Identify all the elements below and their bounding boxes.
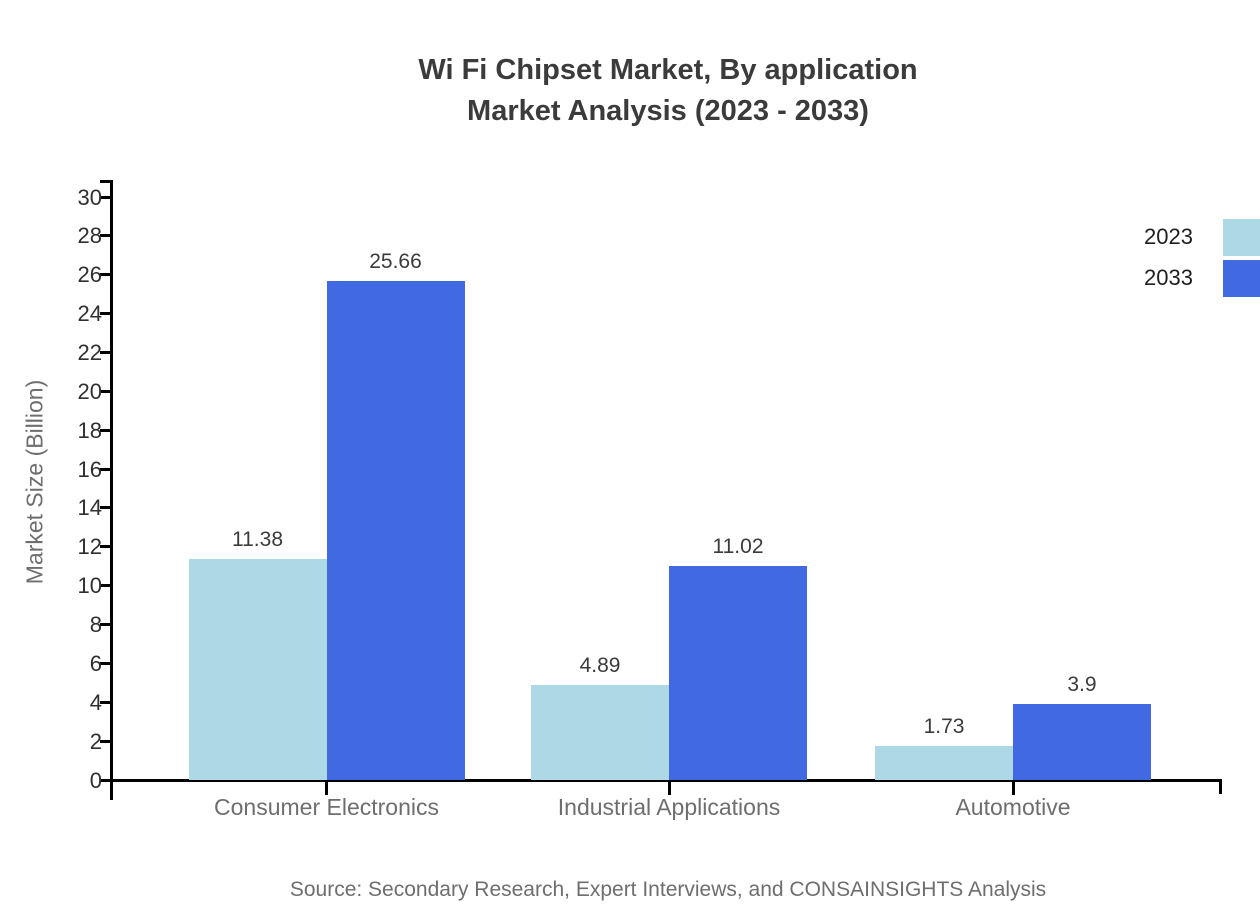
bar-value-label: 11.02	[712, 534, 764, 558]
y-tick-mark	[100, 661, 112, 665]
chart-title-line1: Wi Fi Chipset Market, By application	[418, 54, 918, 86]
bar-2033-1	[669, 565, 807, 780]
y-tick-label: 20	[77, 378, 102, 404]
y-tick-mark	[100, 273, 112, 277]
y-tick-label: 28	[77, 223, 102, 249]
y-tick-mark	[100, 778, 112, 782]
y-tick-label: 30	[77, 184, 102, 210]
y-tick-mark	[100, 545, 112, 549]
y-tick-mark	[100, 739, 112, 743]
chart-title: Wi Fi Chipset Market, By application Mar…	[76, 50, 1260, 132]
bar-value-label: 11.38	[232, 527, 283, 551]
bar-2023-1	[531, 684, 669, 780]
y-tick-mark	[100, 584, 112, 588]
x-axis-category-label: Industrial Applications	[557, 794, 781, 820]
bar-value-label: 3.9	[1067, 673, 1097, 697]
bar-2023-2	[875, 746, 1013, 780]
y-tick-mark	[100, 428, 112, 432]
y-tick-mark	[100, 234, 112, 238]
y-tick-mark	[100, 389, 112, 393]
y-tick-mark	[100, 312, 112, 316]
y-tick-mark	[100, 623, 112, 627]
y-axis-end-cap	[100, 180, 113, 183]
x-axis-category-label: Automotive	[955, 794, 1071, 820]
y-tick-label: 6	[89, 650, 102, 676]
y-tick-mark	[100, 195, 112, 199]
bar-2033-2	[1013, 704, 1151, 780]
y-tick-label: 0	[89, 767, 102, 793]
x-axis-end-cap	[1219, 779, 1222, 794]
legend-swatch-2023-icon	[1223, 218, 1260, 256]
y-tick-label: 26	[77, 262, 102, 288]
bar-2023-0	[188, 558, 327, 780]
x-tick-mark	[325, 780, 328, 795]
y-tick-label: 24	[77, 301, 102, 327]
y-tick-mark	[100, 350, 112, 354]
y-tick-label: 14	[77, 495, 102, 521]
y-tick-label: 2	[89, 728, 102, 754]
y-tick-label: 10	[77, 573, 102, 599]
y-tick-label: 18	[77, 417, 102, 443]
y-tick-mark	[100, 700, 112, 704]
y-tick-label: 16	[77, 456, 102, 482]
bar-value-label: 1.73	[923, 715, 965, 739]
x-tick-mark	[1011, 780, 1015, 795]
source-note: Source: Secondary Research, Expert Inter…	[289, 878, 1047, 901]
legend: 2023 2033	[1144, 218, 1260, 297]
y-tick-label: 8	[89, 612, 102, 638]
chart-title-line2: Market Analysis (2023 - 2033)	[467, 95, 869, 127]
y-tick-mark	[100, 506, 112, 510]
bar-value-label: 25.66	[369, 250, 422, 274]
y-tick-label: 22	[77, 339, 102, 365]
legend-item-2023: 2023	[1144, 218, 1260, 256]
bar-2033-0	[326, 281, 465, 780]
x-axis-line	[110, 779, 1222, 782]
y-tick-mark	[100, 467, 112, 471]
x-axis-category-label: Consumer Electronics	[214, 794, 439, 820]
legend-item-2033: 2033	[1144, 259, 1260, 297]
x-tick-mark	[667, 780, 671, 795]
legend-label: 2033	[1144, 265, 1193, 290]
y-axis-line	[110, 180, 113, 800]
bar-value-label: 4.89	[579, 653, 621, 677]
legend-swatch-2033-icon	[1223, 259, 1260, 297]
legend-label: 2023	[1144, 224, 1193, 249]
y-tick-label: 4	[89, 689, 102, 715]
y-tick-label: 12	[77, 534, 102, 560]
